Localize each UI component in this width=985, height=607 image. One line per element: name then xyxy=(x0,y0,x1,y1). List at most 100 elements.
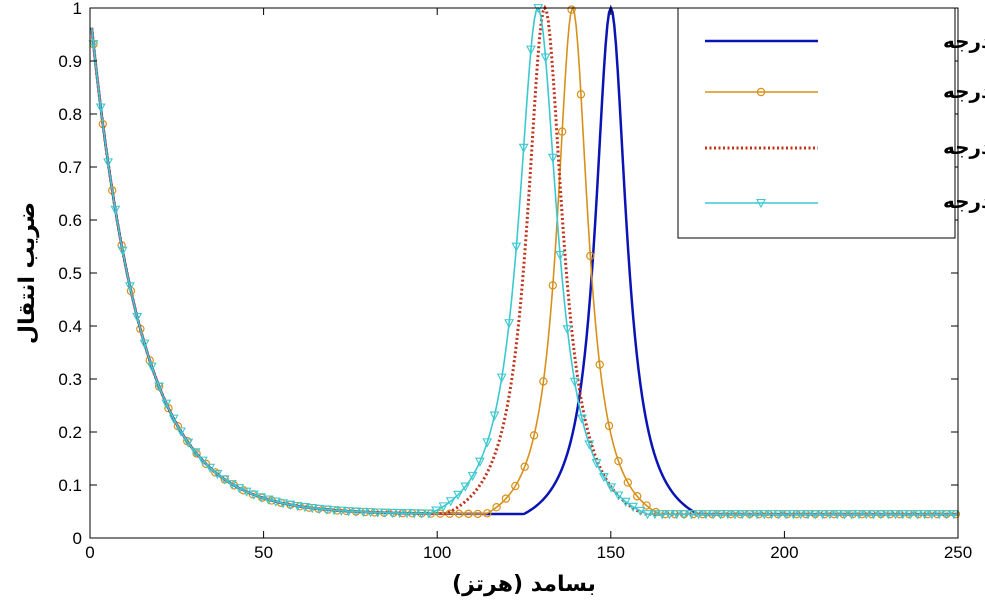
data-marker xyxy=(387,508,398,519)
data-marker xyxy=(197,456,208,466)
data-marker xyxy=(557,127,567,136)
legend-box xyxy=(677,7,956,239)
data-marker xyxy=(529,431,539,440)
y-tick-label: 0.9 xyxy=(58,52,82,71)
data-marker xyxy=(492,503,501,512)
data-marker xyxy=(520,462,529,471)
data-marker xyxy=(176,427,186,437)
data-marker xyxy=(482,509,492,518)
data-marker xyxy=(628,502,638,512)
data-marker xyxy=(372,508,383,518)
y-tick-label: 0.3 xyxy=(58,370,82,389)
x-tick-label: 100 xyxy=(423,543,451,562)
data-marker xyxy=(567,5,576,14)
data-marker xyxy=(263,495,274,505)
data-marker xyxy=(110,205,121,215)
data-marker xyxy=(948,510,959,520)
data-marker xyxy=(664,510,675,520)
y-tick-label: 0.4 xyxy=(58,317,82,336)
data-marker xyxy=(649,510,660,520)
data-marker xyxy=(635,506,646,517)
data-marker xyxy=(285,500,296,510)
data-marker xyxy=(154,382,165,392)
data-marker xyxy=(117,246,128,257)
data-marker xyxy=(795,510,806,520)
data-marker xyxy=(501,494,511,503)
data-marker xyxy=(351,507,361,517)
data-marker xyxy=(846,510,857,520)
data-marker xyxy=(402,509,412,519)
data-marker xyxy=(876,510,886,520)
data-marker xyxy=(569,377,580,388)
data-marker xyxy=(307,504,318,514)
data-marker xyxy=(438,502,449,512)
data-marker xyxy=(576,90,586,99)
legend-label-30deg: +۳۰ درجه xyxy=(943,135,985,159)
data-marker xyxy=(722,510,733,520)
data-marker xyxy=(445,509,454,518)
data-marker xyxy=(803,510,813,520)
data-marker xyxy=(146,362,157,372)
axis-ticks: 0 50 100 150 200 250 0 0.1 0.2 0.3 0.4 0.5 0.6 0.7 0.8… xyxy=(58,0,972,562)
data-marker xyxy=(788,510,799,520)
data-marker xyxy=(321,505,332,515)
data-marker xyxy=(168,414,179,424)
data-marker xyxy=(586,251,595,261)
legend-sample-marker xyxy=(756,87,766,97)
legend-samples xyxy=(705,39,818,209)
data-marker xyxy=(897,510,908,520)
data-marker xyxy=(248,490,259,500)
data-marker xyxy=(591,459,602,469)
data-marker xyxy=(365,508,376,518)
data-marker xyxy=(227,480,237,490)
data-marker xyxy=(270,497,281,507)
data-marker xyxy=(526,45,536,55)
data-marker xyxy=(941,510,952,520)
data-marker xyxy=(496,373,507,383)
data-marker xyxy=(752,510,762,520)
data-marker xyxy=(431,506,442,516)
y-tick-label: 0.6 xyxy=(58,211,82,230)
data-marker xyxy=(759,510,770,520)
data-marker xyxy=(817,510,828,520)
data-marker xyxy=(380,508,391,518)
data-marker xyxy=(504,319,514,329)
data-marker xyxy=(467,471,478,482)
data-marker xyxy=(453,490,463,500)
data-marker xyxy=(912,510,923,520)
data-marker xyxy=(132,313,143,323)
data-marker xyxy=(839,510,850,520)
data-marker xyxy=(300,503,310,513)
data-marker xyxy=(642,510,653,520)
legend: ۰ درجه +۱۵ درجه +۳۰ درجه +۴۵ درجه xyxy=(677,7,985,239)
y-tick-label: 0.1 xyxy=(58,476,82,495)
data-marker xyxy=(482,438,493,448)
data-marker xyxy=(905,510,916,520)
data-marker xyxy=(183,438,194,448)
data-marker xyxy=(125,282,135,292)
data-marker xyxy=(555,250,566,261)
data-marker xyxy=(623,478,633,487)
y-tick-label: 0.7 xyxy=(58,158,82,177)
data-marker xyxy=(336,506,347,516)
data-marker xyxy=(562,325,573,335)
data-marker xyxy=(190,448,201,458)
data-marker xyxy=(518,143,529,153)
data-marker xyxy=(454,509,464,519)
x-tick-label: 200 xyxy=(770,543,798,562)
data-marker xyxy=(343,507,354,517)
data-marker xyxy=(409,509,420,519)
data-marker xyxy=(577,414,587,424)
y-tick-label: 1 xyxy=(73,0,82,18)
data-marker xyxy=(883,510,894,520)
data-marker xyxy=(547,153,558,163)
data-marker xyxy=(861,510,872,520)
data-marker xyxy=(489,411,500,421)
data-marker xyxy=(766,510,777,520)
data-marker xyxy=(511,242,522,252)
data-marker xyxy=(211,468,220,477)
y-tick-label: 0.8 xyxy=(58,105,82,124)
legend-label-0deg: ۰ درجه xyxy=(943,29,985,53)
data-marker xyxy=(584,440,595,450)
